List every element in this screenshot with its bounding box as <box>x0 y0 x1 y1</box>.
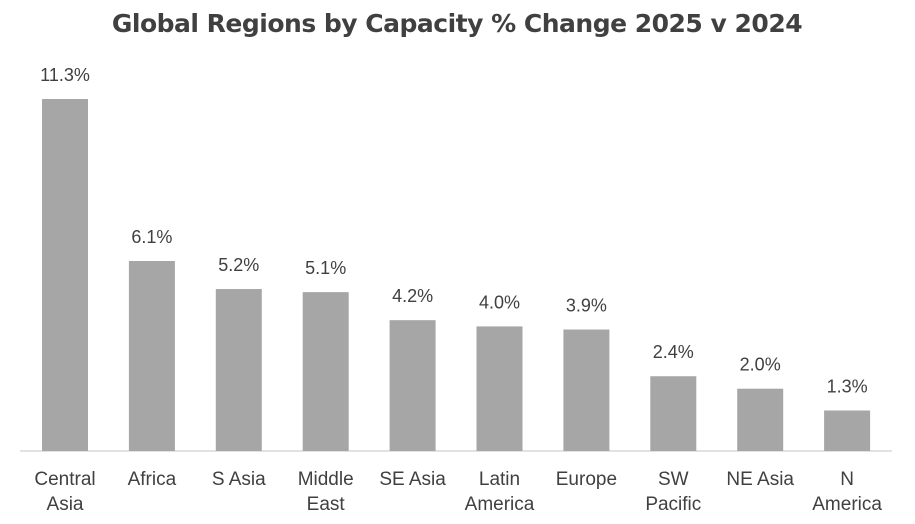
bar <box>650 376 697 451</box>
x-tick-label: Europe <box>555 469 618 490</box>
bar <box>737 388 784 451</box>
bar <box>302 292 349 451</box>
value-label: 2.4% <box>653 342 694 362</box>
x-tick-label: S Asia <box>211 469 266 490</box>
value-label: 4.0% <box>479 292 520 312</box>
value-label: 5.1% <box>305 258 346 278</box>
value-label: 1.3% <box>827 377 868 397</box>
bar <box>476 326 523 451</box>
value-label: 6.1% <box>131 227 172 247</box>
x-tick-label: NE Asia <box>726 469 794 490</box>
value-label: 11.3% <box>40 65 90 85</box>
bar <box>824 410 871 451</box>
chart-title: Global Regions by Capacity % Change 2025… <box>112 9 802 38</box>
value-label: 4.2% <box>392 286 433 306</box>
value-label: 5.2% <box>218 255 259 275</box>
bar <box>215 289 262 451</box>
x-tick-label: Africa <box>127 469 177 490</box>
x-tick-label: Latin America <box>464 469 535 515</box>
bar <box>563 329 610 451</box>
x-tick-label: Central Asia <box>34 469 96 515</box>
bar <box>42 99 88 451</box>
x-tick-label: N America <box>812 469 882 515</box>
x-tick-label: SE Asia <box>379 469 446 490</box>
x-tick-label: Middle East <box>297 469 354 515</box>
bar <box>128 260 175 451</box>
value-label: 2.0% <box>740 355 781 375</box>
x-tick-label: SW Pacific <box>645 469 702 515</box>
value-label: 3.9% <box>566 296 607 316</box>
bar <box>389 320 436 451</box>
